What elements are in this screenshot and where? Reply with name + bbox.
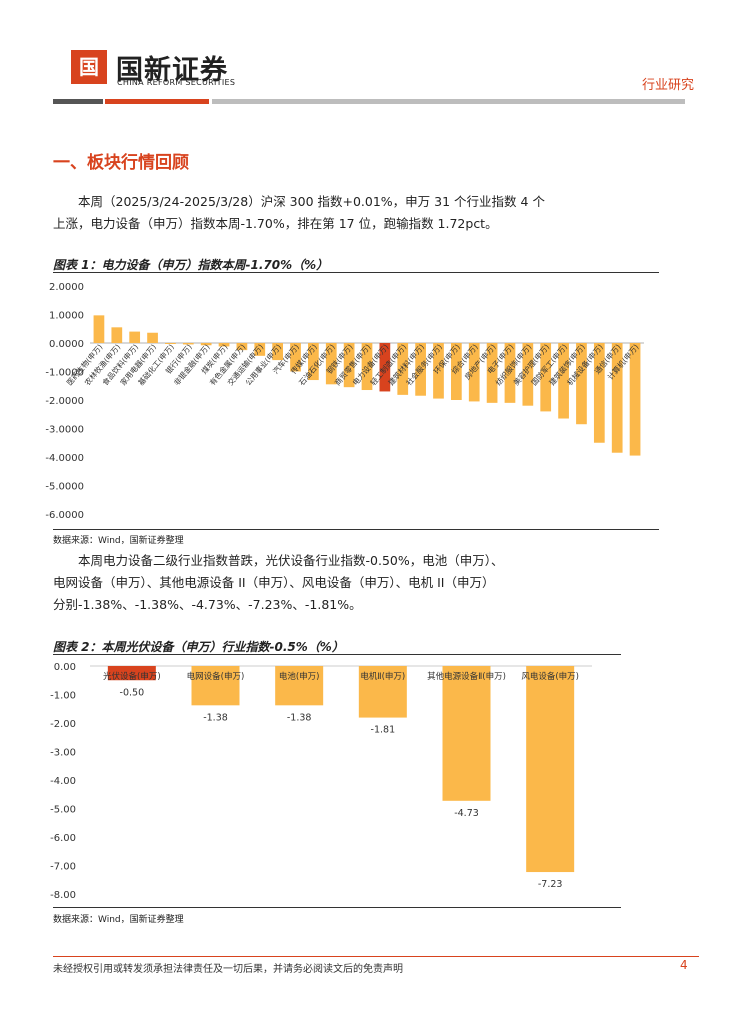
bar-16: [379, 343, 391, 392]
bar-13: [325, 343, 337, 385]
bar-25: [540, 343, 552, 412]
bar-28: [593, 343, 605, 443]
category-label: 光伏设备(申万): [103, 671, 161, 682]
y-tick-label: 1.0000: [49, 311, 84, 322]
bar-10: [272, 343, 284, 361]
bar-9: [254, 343, 266, 356]
y-tick-label: -7.00: [50, 862, 76, 873]
y-tick-label: 2.0000: [49, 282, 84, 293]
page-number: 4: [680, 958, 688, 972]
bar-19: [433, 343, 444, 399]
bar-14: [343, 343, 355, 388]
y-tick-label: -8.00: [50, 890, 76, 901]
category-label: 电机Ⅱ(申万): [360, 671, 405, 682]
footer-divider: [53, 956, 699, 957]
category-label: 电网设备(申万): [187, 671, 245, 682]
bar-26: [558, 343, 569, 419]
y-tick-label: -5.0000: [45, 482, 84, 493]
figure1-source: 数据来源：Wind，国新证券整理: [53, 536, 184, 546]
figure2-bar-chart: 0.00 -1.00 -2.00 -3.00 -4.00 -5.00 -6.00 -7.00 -…: [50, 662, 592, 901]
bar-17: [397, 343, 409, 395]
y-tick-label: -1.0000: [45, 368, 84, 379]
footer-disclaimer: 未经授权引用或转发须承担法律责任及一切后果，并请务必阅读文后的免责声明: [53, 964, 403, 975]
bar-12: [308, 343, 319, 381]
bar-23: [504, 343, 516, 403]
bar-2: [129, 331, 141, 343]
bar-1: [111, 327, 123, 343]
category-label: 电池(申万): [279, 671, 320, 682]
y-tick-label: -6.00: [50, 833, 76, 844]
y-tick-label: -3.0000: [45, 425, 84, 436]
bar-3: [358, 666, 407, 718]
paragraph2-line2: 电网设备（申万）、其他电源设备 II（申万）、风电设备（申万）、电机 II（申万…: [53, 575, 495, 590]
bar-27: [576, 343, 587, 425]
bar-30: [629, 343, 641, 456]
bar-21: [468, 343, 480, 402]
bar-0: [93, 315, 105, 343]
data-label: -1.38: [203, 712, 228, 723]
section-title: 一、板块行情回顾: [53, 153, 189, 173]
bar-0: [107, 666, 156, 681]
figure1-bar-chart: 2.0000 1.0000 0.0000 -1.0000 -2.0000 -3.0000 -…: [45, 282, 644, 521]
y-tick-label: 0.0000: [49, 339, 84, 350]
report-category: 行业研究: [642, 78, 695, 93]
y-tick-label: -3.00: [50, 748, 76, 759]
company-logo-english: CHINA REFORM SECURITIES: [117, 78, 236, 87]
y-tick-label: -2.00: [50, 719, 76, 730]
data-label: -4.73: [454, 808, 479, 819]
bar-5: [526, 666, 575, 873]
bar-1: [191, 666, 240, 706]
bar-8: [236, 343, 248, 351]
y-tick-label: -6.0000: [45, 510, 84, 521]
y-tick-label: -1.00: [50, 691, 76, 702]
figure1-top-rule: [53, 272, 659, 273]
bar-4: [165, 343, 176, 344]
y-tick-label: -4.0000: [45, 453, 84, 464]
bar-15: [361, 343, 373, 391]
paragraph2-line3: 分别-1.38%、-1.38%、-4.73%、-7.23%、-1.81%。: [53, 597, 362, 612]
bar-2: [275, 666, 324, 706]
bar-5: [182, 343, 194, 345]
y-tick-label: -5.00: [50, 805, 76, 816]
header-divider-red: [105, 99, 209, 104]
bar-22: [486, 343, 498, 403]
bar-11: [290, 343, 301, 372]
figure1-title: 图表 1：电力设备（申万）指数本周-1.70%（%）: [53, 258, 329, 272]
bar-4: [442, 666, 491, 801]
paragraph1-line1: 本周（2025/3/24-2025/3/28）沪深 300 指数+0.01%，申…: [78, 194, 545, 209]
bar-6: [200, 343, 212, 346]
bar-3: [147, 332, 158, 343]
y-tick-label: 0.00: [54, 662, 76, 673]
data-label: -7.23: [538, 879, 563, 890]
y-tick-label: -2.0000: [45, 396, 84, 407]
company-logo-text: 国新证券: [116, 55, 228, 86]
company-logo-mark: 国新: [71, 50, 107, 113]
data-label: -0.50: [120, 687, 145, 698]
figure2-title: 图表 2：本周光伏设备（申万）行业指数-0.5%（%）: [53, 640, 344, 654]
header-divider-grey: [212, 99, 685, 104]
y-tick-label: -4.00: [50, 776, 76, 787]
bar-18: [415, 343, 426, 396]
figure2-source: 数据来源：Wind，国新证券整理: [53, 915, 184, 925]
category-label: 风电设备(申万): [521, 671, 579, 682]
category-label: 其他电源设备Ⅱ(申万): [427, 671, 506, 682]
bar-24: [522, 343, 534, 406]
bar-29: [611, 343, 623, 453]
data-label: -1.81: [371, 725, 396, 736]
data-label: -1.38: [287, 712, 312, 723]
bar-20: [450, 343, 462, 400]
paragraph2-line1: 本周电力设备二级行业指数普跌，光伏设备行业指数-0.50%，电池（申万）、: [78, 553, 504, 568]
figure2-top-rule: [53, 654, 621, 655]
figure2-bottom-rule: [53, 907, 621, 908]
paragraph1-line2: 上涨，电力设备（申万）指数本周-1.70%，排在第 17 位，跑输指数 1.72…: [53, 216, 498, 231]
bar-7: [218, 343, 230, 347]
header-divider-dark: [53, 99, 103, 104]
figure1-bottom-rule: [53, 529, 659, 530]
